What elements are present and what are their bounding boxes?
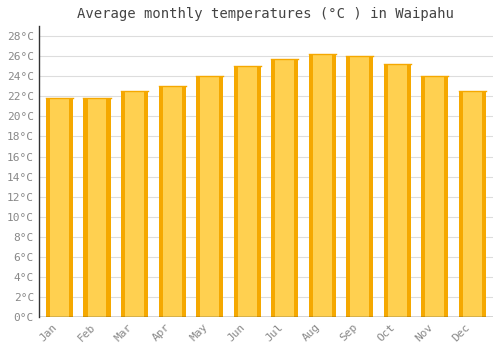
Bar: [459, 91, 463, 317]
Bar: [182, 86, 186, 317]
Bar: [106, 98, 110, 317]
Bar: [422, 76, 448, 317]
Bar: [256, 66, 260, 317]
Bar: [84, 98, 87, 317]
Bar: [332, 54, 336, 317]
Bar: [407, 64, 411, 317]
Bar: [271, 60, 298, 317]
Bar: [384, 64, 411, 317]
Title: Average monthly temperatures (°C ) in Waipahu: Average monthly temperatures (°C ) in Wa…: [78, 7, 454, 21]
Bar: [271, 60, 275, 317]
Bar: [121, 91, 125, 317]
Bar: [369, 56, 374, 317]
Bar: [69, 98, 73, 317]
Bar: [308, 54, 313, 317]
Bar: [234, 66, 237, 317]
Bar: [196, 76, 223, 317]
Bar: [46, 98, 50, 317]
Bar: [384, 64, 388, 317]
Bar: [196, 76, 200, 317]
Bar: [444, 76, 448, 317]
Bar: [346, 56, 350, 317]
Bar: [294, 60, 298, 317]
Bar: [308, 54, 336, 317]
Bar: [158, 86, 186, 317]
Bar: [84, 98, 110, 317]
Bar: [422, 76, 426, 317]
Bar: [121, 91, 148, 317]
Bar: [219, 76, 223, 317]
Bar: [144, 91, 148, 317]
Bar: [46, 98, 73, 317]
Bar: [158, 86, 162, 317]
Bar: [234, 66, 260, 317]
Bar: [482, 91, 486, 317]
Bar: [346, 56, 374, 317]
Bar: [459, 91, 486, 317]
